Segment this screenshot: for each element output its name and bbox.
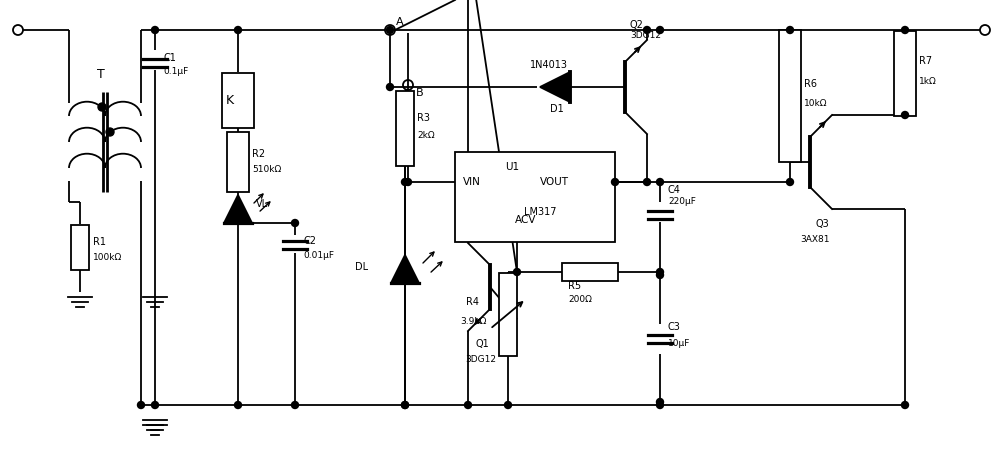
Circle shape <box>386 26 394 34</box>
Bar <box>455 152 615 242</box>
Polygon shape <box>224 195 252 223</box>
Circle shape <box>292 219 298 226</box>
Text: A: A <box>396 17 404 27</box>
Text: 510kΩ: 510kΩ <box>252 165 281 175</box>
Circle shape <box>386 84 394 91</box>
Circle shape <box>656 272 664 279</box>
Bar <box>71 225 89 269</box>
Text: C4: C4 <box>668 185 681 195</box>
Circle shape <box>464 401 472 408</box>
Text: C2: C2 <box>303 236 316 246</box>
Text: B: B <box>416 88 424 98</box>
Circle shape <box>786 178 794 186</box>
Circle shape <box>106 128 114 136</box>
Circle shape <box>505 401 512 408</box>
Text: R7: R7 <box>919 56 932 66</box>
Text: U1: U1 <box>505 162 519 172</box>
Bar <box>562 263 618 281</box>
Circle shape <box>138 401 144 408</box>
Text: T: T <box>97 67 105 80</box>
Text: 3DG12: 3DG12 <box>630 31 661 41</box>
Text: 200Ω: 200Ω <box>568 294 592 304</box>
Circle shape <box>234 26 242 34</box>
Text: R4: R4 <box>466 297 479 307</box>
Text: R1: R1 <box>93 237 106 247</box>
Text: ACV: ACV <box>515 215 536 225</box>
Text: R3: R3 <box>417 113 430 123</box>
Circle shape <box>644 26 650 34</box>
Bar <box>222 73 254 128</box>
Text: R5: R5 <box>568 281 581 291</box>
Text: VL: VL <box>256 199 268 209</box>
Circle shape <box>656 26 664 34</box>
Circle shape <box>292 401 298 408</box>
Circle shape <box>98 103 106 111</box>
Text: C1: C1 <box>163 53 176 63</box>
Text: 0.01μF: 0.01μF <box>303 251 334 261</box>
Text: 100kΩ: 100kΩ <box>93 253 122 261</box>
Circle shape <box>234 401 242 408</box>
Circle shape <box>612 178 618 186</box>
Text: 0.1μF: 0.1μF <box>163 67 188 77</box>
Circle shape <box>152 401 158 408</box>
Circle shape <box>902 401 908 408</box>
Text: 10kΩ: 10kΩ <box>804 99 828 109</box>
Circle shape <box>152 26 158 34</box>
Text: 1N4013: 1N4013 <box>530 60 568 70</box>
Text: R2: R2 <box>252 149 265 159</box>
Text: R6: R6 <box>804 79 817 89</box>
Text: Q1: Q1 <box>475 339 489 349</box>
Text: 3DG12: 3DG12 <box>465 354 496 364</box>
Bar <box>227 132 249 192</box>
Text: Q2: Q2 <box>630 20 644 30</box>
Text: 3.9kΩ: 3.9kΩ <box>460 317 486 327</box>
Bar <box>396 91 414 165</box>
Circle shape <box>402 178 409 186</box>
Polygon shape <box>540 72 570 102</box>
Circle shape <box>902 26 908 34</box>
Text: 3AX81: 3AX81 <box>800 235 830 243</box>
Bar <box>499 273 517 355</box>
Circle shape <box>404 178 412 186</box>
Circle shape <box>402 401 409 408</box>
Text: 220μF: 220μF <box>668 197 696 207</box>
Circle shape <box>402 401 409 408</box>
Polygon shape <box>391 255 419 283</box>
Text: Q3: Q3 <box>815 219 829 229</box>
Text: DL: DL <box>355 262 368 272</box>
Circle shape <box>656 178 664 186</box>
Circle shape <box>656 268 664 275</box>
Text: 10μF: 10μF <box>668 340 690 348</box>
Text: C3: C3 <box>668 322 681 332</box>
Circle shape <box>644 178 650 186</box>
Text: LM317: LM317 <box>524 207 556 217</box>
Circle shape <box>786 26 794 34</box>
Text: 1kΩ: 1kΩ <box>919 77 937 85</box>
Circle shape <box>902 111 908 118</box>
Text: K: K <box>226 93 234 107</box>
Circle shape <box>514 268 520 275</box>
Text: D1: D1 <box>550 104 564 114</box>
Text: VIN: VIN <box>463 177 481 187</box>
Bar <box>894 30 916 116</box>
Circle shape <box>656 399 664 406</box>
Bar <box>779 30 801 162</box>
Text: 2kΩ: 2kΩ <box>417 132 435 140</box>
Text: VOUT: VOUT <box>540 177 569 187</box>
Circle shape <box>656 401 664 408</box>
